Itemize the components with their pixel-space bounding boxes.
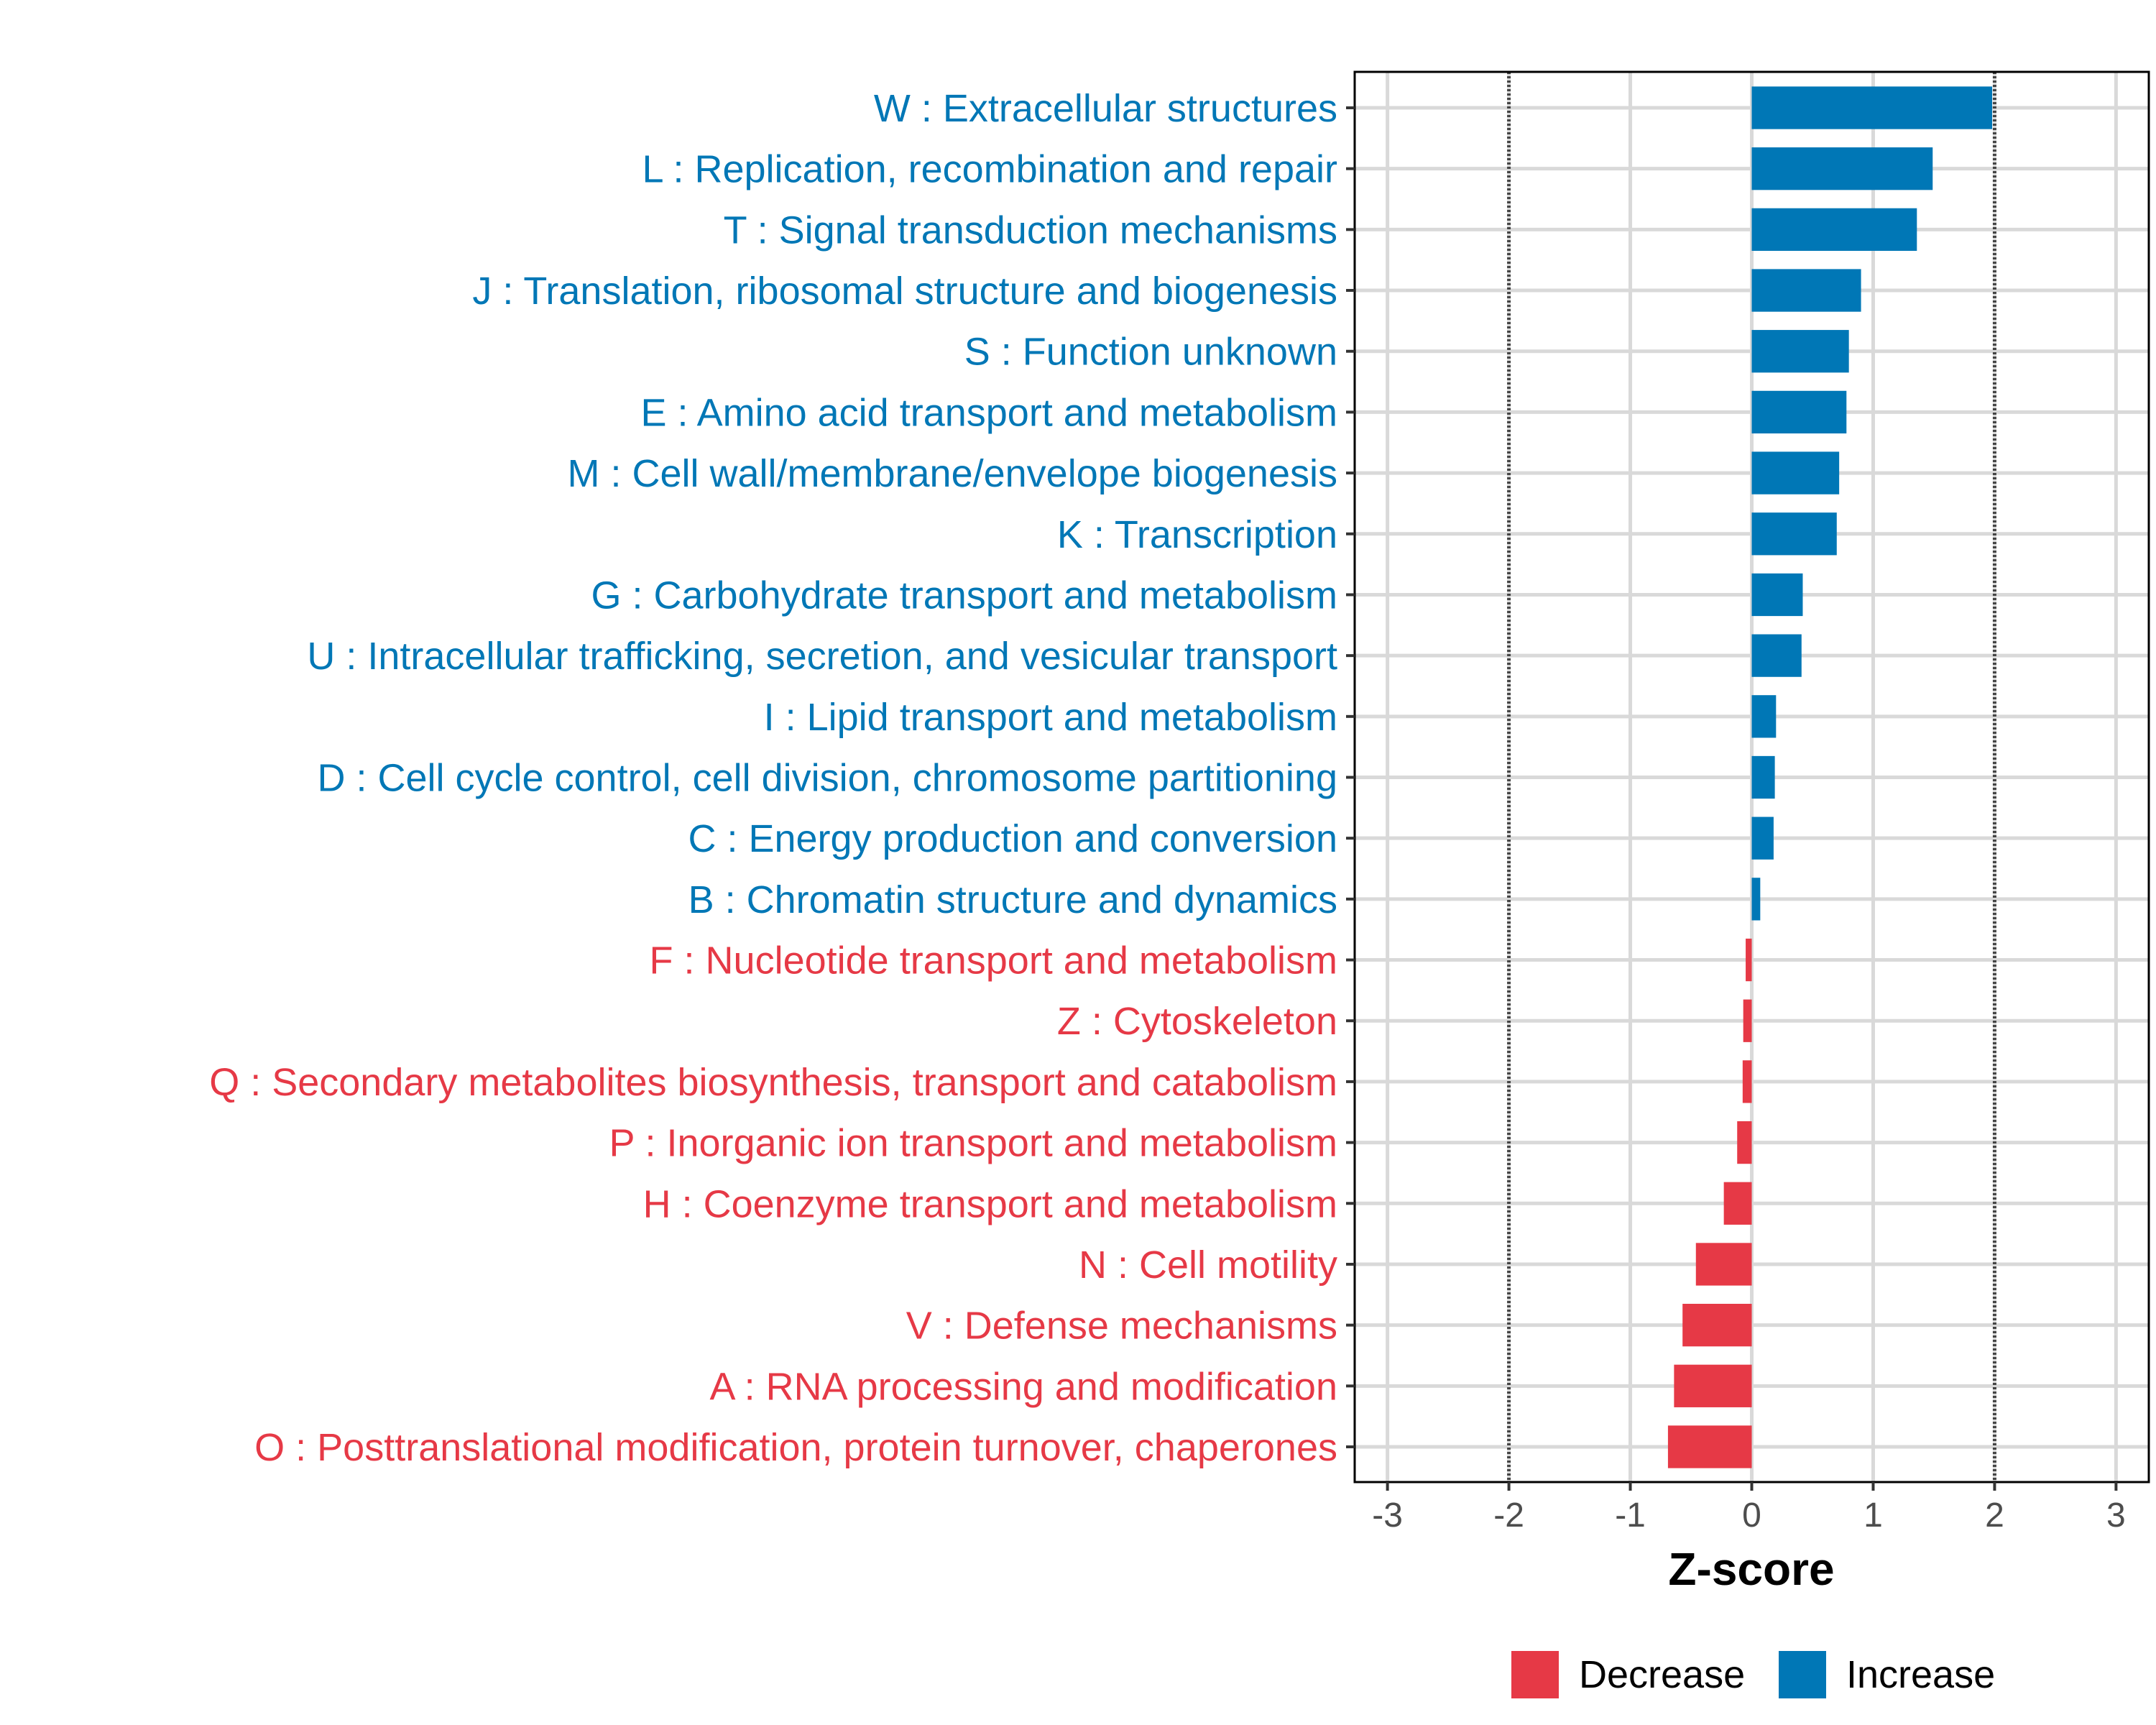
x-tick-label: -1	[1615, 1496, 1646, 1535]
x-tick-label: 1	[1864, 1496, 1883, 1535]
bar	[1723, 1182, 1752, 1225]
x-axis-title: Z-score	[1668, 1543, 1834, 1595]
y-tick-label: F : Nucleotide transport and metabolism	[650, 939, 1337, 983]
bar	[1751, 573, 1803, 617]
bar	[1751, 755, 1775, 799]
bar	[1751, 330, 1849, 373]
bar	[1695, 1243, 1752, 1286]
y-tick-label: O : Posttranslational modification, prot…	[254, 1426, 1337, 1469]
y-tick-label: M : Cell wall/membrane/envelope biogenes…	[567, 452, 1337, 495]
bar	[1743, 999, 1752, 1042]
x-tick-label: 2	[1985, 1496, 2004, 1535]
bar	[1742, 1060, 1752, 1103]
y-tick-label: K : Transcription	[1057, 513, 1337, 556]
y-tick-label: D : Cell cycle control, cell division, c…	[317, 757, 1337, 800]
y-tick-label: J : Translation, ribosomal structure and…	[472, 270, 1337, 313]
bar	[1737, 1121, 1752, 1164]
bar	[1751, 208, 1917, 252]
bar	[1682, 1303, 1752, 1347]
legend-swatch-increase	[1779, 1651, 1826, 1698]
bar	[1751, 390, 1847, 434]
bar	[1751, 695, 1777, 738]
bar	[1751, 878, 1761, 921]
y-tick-label: U : Intracellular trafficking, secretion…	[307, 635, 1337, 678]
x-tick-label: -3	[1372, 1496, 1403, 1535]
y-tick-label: N : Cell motility	[1079, 1243, 1337, 1287]
y-tick-label: V : Defense mechanisms	[906, 1305, 1337, 1348]
bar	[1751, 816, 1774, 860]
x-tick-label: 0	[1742, 1496, 1761, 1535]
legend-label-decrease: Decrease	[1579, 1653, 1745, 1696]
bar	[1751, 512, 1837, 556]
y-tick-label: L : Replication, recombination and repai…	[642, 148, 1337, 191]
y-tick-label: E : Amino acid transport and metabolism	[641, 391, 1337, 434]
legend-label-increase: Increase	[1846, 1653, 1995, 1696]
bar	[1667, 1425, 1752, 1468]
y-tick-label: Z : Cytoskeleton	[1057, 1000, 1337, 1043]
y-tick-label: T : Signal transduction mechanisms	[724, 208, 1337, 252]
x-axis-ticks: -3 -2 -1 0 1 2 3	[1372, 1482, 2126, 1535]
y-axis-labels: W : Extracellular structures L : Replicat…	[209, 87, 1355, 1469]
legend: Decrease Increase	[1511, 1651, 1995, 1698]
y-tick-label: W : Extracellular structures	[874, 87, 1337, 130]
y-tick-label: S : Function unknown	[964, 331, 1337, 374]
x-tick-label: 3	[2106, 1496, 2126, 1535]
bar	[1751, 147, 1933, 190]
bar	[1751, 634, 1802, 677]
y-tick-label: A : RNA processing and modification	[710, 1365, 1337, 1408]
bars	[1667, 86, 1993, 1468]
y-tick-label: C : Energy production and conversion	[688, 817, 1337, 860]
legend-swatch-decrease	[1511, 1651, 1559, 1698]
bar	[1751, 269, 1861, 312]
y-tick-label: P : Inorganic ion transport and metaboli…	[609, 1122, 1337, 1165]
y-tick-label: Q : Secondary metabolites biosynthesis, …	[209, 1061, 1337, 1104]
reference-lines	[1507, 72, 1996, 1482]
y-tick-label: I : Lipid transport and metabolism	[764, 696, 1337, 739]
bar	[1751, 451, 1840, 494]
bar	[1674, 1364, 1752, 1407]
y-tick-label: B : Chromatin structure and dynamics	[688, 878, 1337, 921]
y-tick-label: H : Coenzyme transport and metabolism	[643, 1182, 1337, 1225]
x-tick-label: -2	[1493, 1496, 1524, 1535]
bar	[1751, 86, 1993, 129]
y-tick-label: G : Carbohydrate transport and metabolis…	[591, 574, 1338, 617]
bar	[1746, 938, 1752, 982]
